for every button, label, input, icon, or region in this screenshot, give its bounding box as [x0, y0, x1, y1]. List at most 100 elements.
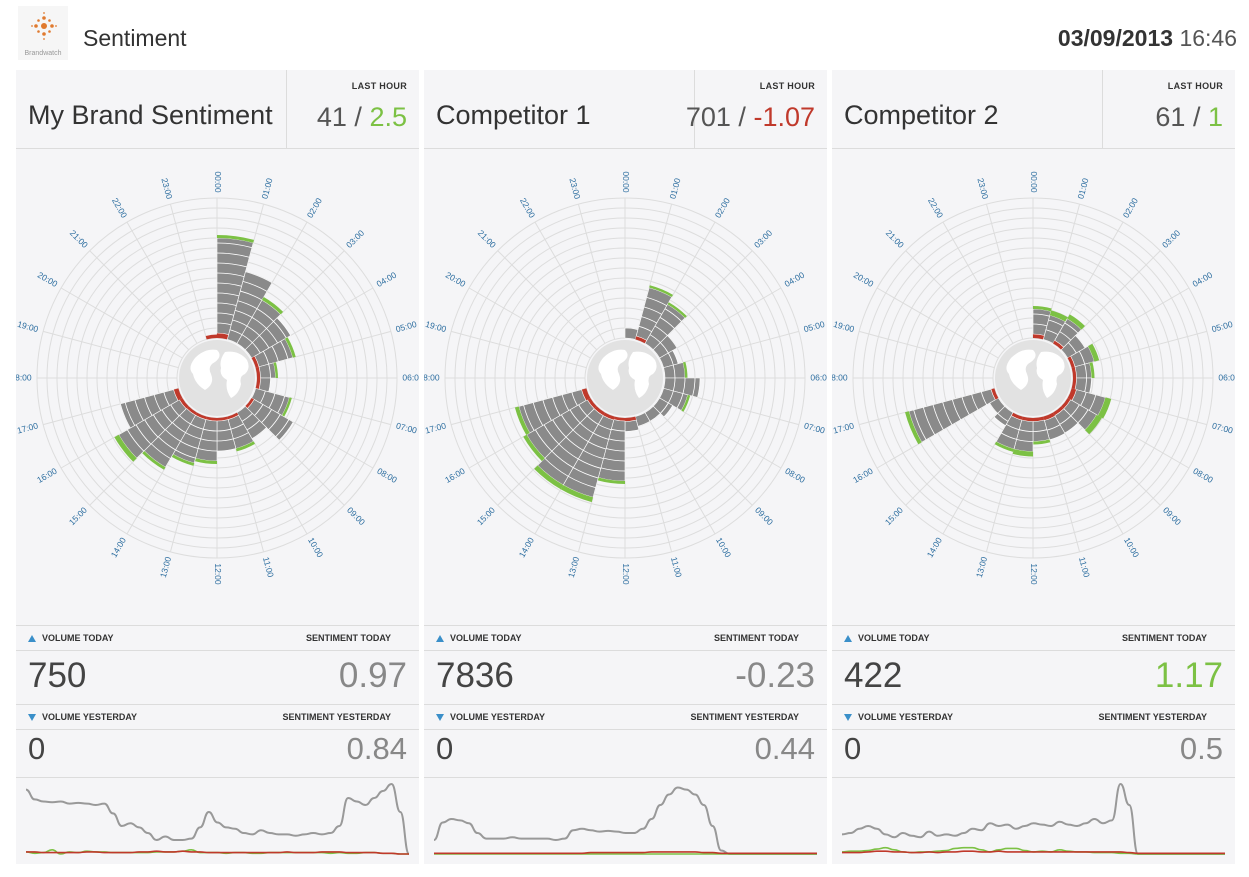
trend-up-icon — [436, 635, 444, 642]
bar-ring-line — [134, 399, 144, 421]
volume-bar — [993, 405, 1014, 427]
bar-ring-line — [659, 317, 675, 329]
positive-bar — [649, 285, 673, 298]
panel-title[interactable]: Competitor 1 — [436, 100, 591, 130]
hour-label: 17:00 — [424, 420, 447, 435]
grid-spoke — [534, 221, 606, 344]
volume-yesterday-value: 0 — [436, 731, 454, 766]
grid-spoke — [659, 287, 782, 359]
bar-ring-line — [124, 402, 136, 426]
bar-ring-line — [216, 262, 247, 268]
volume-bar — [1063, 399, 1098, 431]
bar-ring-line — [692, 377, 696, 397]
hour-label: 04:00 — [1191, 270, 1215, 289]
radial-hour-chart[interactable]: 00:00 01:00 02:00 03:00 04:00 05:00 06:00 07:00… — [826, 149, 1240, 625]
negative-bar — [1043, 412, 1055, 421]
today-labels-row: VOLUME TODAY SENTIMENT TODAY — [832, 625, 1235, 651]
hour-label: 22:00 — [518, 196, 537, 220]
sparkline-svg — [433, 786, 817, 855]
last-hour-values: 701 / -1.07 — [686, 102, 815, 133]
yesterday-labels-row: VOLUME YESTERDAY SENTIMENT YESTERDAY — [424, 704, 827, 730]
positive-bar — [534, 465, 564, 490]
negative-bar — [1071, 366, 1077, 378]
hour-label: 06:00 — [810, 372, 827, 382]
globe-continent — [190, 349, 220, 390]
globe-continent — [1006, 349, 1036, 390]
last-hour-volume: 41 — [316, 102, 347, 132]
hour-label: 11:00 — [261, 556, 276, 579]
panel-title[interactable]: Competitor 2 — [844, 100, 999, 130]
sparkline-chart[interactable] — [16, 777, 419, 865]
radial-hour-chart[interactable]: 00:00 01:00 02:00 03:00 04:00 05:00 06:00 07:00… — [418, 149, 832, 625]
sentiment-yesterday-value: 0.84 — [346, 731, 407, 766]
negative-bar — [255, 378, 261, 390]
negative-bar — [1021, 416, 1033, 422]
sparkline-chart[interactable] — [424, 777, 827, 865]
positive-bar — [1012, 448, 1033, 457]
current-date: 03/09/2013 — [1057, 25, 1174, 51]
volume-bar — [624, 419, 640, 432]
hour-label: 01:00 — [259, 177, 274, 200]
hour-label: 08:00 — [375, 466, 399, 485]
radial-chart-svg: 00:00 01:00 02:00 03:00 04:00 05:00 06:00 07:00… — [418, 171, 832, 585]
hour-label: 06:00 — [402, 372, 419, 382]
brandwatch-logo-icon — [31, 12, 57, 40]
bar-ring-line — [153, 394, 162, 411]
hour-label: 17:00 — [16, 420, 39, 435]
hour-label: 21:00 — [884, 228, 906, 250]
volume-bar — [635, 287, 673, 341]
last-hour-separator: / — [354, 102, 362, 132]
positive-bar — [1067, 314, 1085, 330]
negative-bar — [217, 333, 229, 340]
bar-ring-line — [664, 308, 682, 322]
hour-label: 00:00 — [213, 171, 223, 193]
volume-today-label-text: VOLUME TODAY — [42, 633, 114, 643]
logo-text: Brandwatch — [24, 50, 62, 57]
hour-label: 01:00 — [667, 177, 682, 200]
grid-spoke — [43, 330, 179, 369]
brandwatch-logo[interactable]: Brandwatch — [18, 6, 68, 60]
positive-bar — [273, 362, 278, 378]
last-hour-sentiment: -1.07 — [753, 102, 815, 132]
bar-ring-line — [127, 429, 145, 452]
negative-line — [26, 850, 409, 855]
panel-title[interactable]: My Brand Sentiment — [28, 100, 273, 130]
hour-label: 20:00 — [444, 270, 468, 289]
negative-bar — [195, 412, 207, 420]
negative-bar — [179, 398, 189, 409]
trend-up-icon — [28, 635, 36, 642]
radial-hour-chart[interactable]: 00:00 01:00 02:00 03:00 04:00 05:00 06:00 07:00… — [10, 149, 424, 625]
hour-label: 19:00 — [832, 319, 855, 334]
positive-bar — [1097, 397, 1112, 419]
volume-today-value: 422 — [844, 656, 903, 695]
hour-label: 15:00 — [67, 505, 89, 527]
grid-spoke — [652, 405, 753, 506]
positive-bar — [681, 394, 691, 412]
bar-ring-line — [932, 404, 944, 430]
volume-today-label-text: VOLUME TODAY — [450, 633, 522, 643]
volume-bar — [663, 377, 701, 398]
grid-spoke — [169, 204, 208, 340]
last-hour-box: LAST HOUR 41 / 2.5 — [286, 70, 419, 148]
hour-label: 05:00 — [803, 319, 826, 334]
negative-bar — [1053, 340, 1064, 350]
sparkline-chart[interactable] — [832, 777, 1235, 865]
positive-bar — [1033, 306, 1052, 312]
hour-label: 08:00 — [1191, 466, 1215, 485]
volume-bar — [652, 397, 674, 418]
negative-bar — [1067, 356, 1076, 368]
hour-label: 07:00 — [803, 420, 826, 435]
negative-line — [433, 851, 817, 855]
hour-label: 20:00 — [36, 270, 60, 289]
globe-continent — [628, 351, 657, 398]
volume-yesterday-label: VOLUME YESTERDAY — [28, 712, 137, 722]
bar-ring-line — [163, 392, 170, 406]
last-hour-box: LAST HOUR 61 / 1 — [1102, 70, 1235, 148]
hour-label: 14:00 — [517, 535, 536, 559]
sentiment-today-value: 1.17 — [1154, 656, 1223, 695]
hour-label: 15:00 — [883, 505, 905, 527]
hour-label: 21:00 — [476, 228, 498, 250]
radial-chart-svg: 00:00 01:00 02:00 03:00 04:00 05:00 06:00 07:00… — [10, 171, 424, 585]
yesterday-values-row: 0 0.5 — [832, 729, 1235, 777]
trend-down-icon — [436, 714, 444, 721]
